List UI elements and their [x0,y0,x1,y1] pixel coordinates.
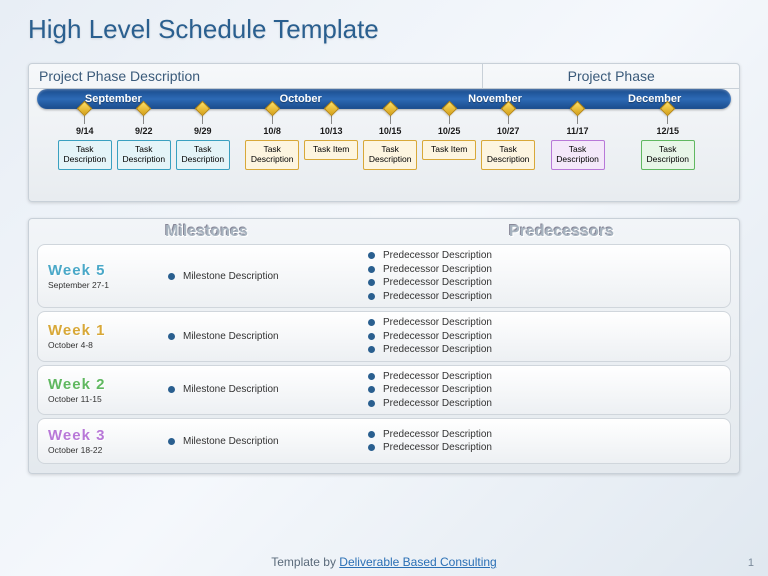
task-date: 10/25 [422,126,476,136]
week-label: Week 1October 4-8 [48,322,168,350]
predecessor-item: Predecessor Description [368,397,720,411]
task-date: 11/17 [551,126,605,136]
week-name: Week 5 [48,262,168,279]
milestone-item: Milestone Description [168,436,368,447]
tasks-row: 9/14 Task Description 9/22 Task Description… [37,109,731,191]
week-name: Week 3 [48,427,168,444]
predecessor-item: Predecessor Description [368,428,720,442]
section-headers: Milestones Predecessors [29,223,739,241]
month-label: October [190,89,412,109]
predecessor-item: Predecessor Description [368,316,720,330]
predecessors-list: Predecessor DescriptionPredecessor Descr… [368,428,720,455]
week-row: Week 3October 18-22Milestone Description… [37,418,731,464]
page-number: 1 [748,557,754,569]
week-dates: October 18-22 [48,445,168,455]
task-marker: 10/13 Task Item [304,109,358,160]
task-date: 10/15 [363,126,417,136]
task-date: 9/29 [176,126,230,136]
predecessors-list: Predecessor DescriptionPredecessor Descr… [368,370,720,411]
week-name: Week 1 [48,322,168,339]
month-label: December [578,89,731,109]
week-row: Week 1October 4-8Milestone DescriptionPr… [37,311,731,362]
task-date: 9/22 [117,126,171,136]
predecessor-item: Predecessor Description [368,249,720,263]
milestone-item: Milestone Description [168,271,368,282]
footer-link[interactable]: Deliverable Based Consulting [339,555,496,569]
predecessor-item: Predecessor Description [368,370,720,384]
footer: Template by Deliverable Based Consulting [0,555,768,569]
predecessor-item: Predecessor Description [368,383,720,397]
milestone-item: Milestone Description [168,331,368,342]
predecessor-item: Predecessor Description [368,263,720,277]
task-date: 10/8 [245,126,299,136]
task-date: 10/27 [481,126,535,136]
task-box: Task Description [551,140,605,170]
task-marker: 10/15 Task Description [363,109,417,170]
milestone-item: Milestone Description [168,384,368,395]
task-date: 9/14 [58,126,112,136]
timeline-panel: Project Phase Description Project Phase … [28,63,740,202]
week-row: Week 2October 11-15Milestone Description… [37,365,731,416]
footer-prefix: Template by [271,555,339,569]
task-box: Task Description [117,140,171,170]
task-box: Task Description [176,140,230,170]
week-label: Week 2October 11-15 [48,376,168,404]
task-marker: 12/15 Task Description [641,109,695,170]
task-box: Task Description [363,140,417,170]
week-name: Week 2 [48,376,168,393]
week-dates: October 11-15 [48,394,168,404]
task-box: Task Item [422,140,476,160]
task-box: Task Description [481,140,535,170]
task-marker: 9/29 Task Description [176,109,230,170]
task-box: Task Item [304,140,358,160]
phase-header: Project Phase Description Project Phase [29,64,739,89]
task-date: 10/13 [304,126,358,136]
task-marker: 9/22 Task Description [117,109,171,170]
predecessors-list: Predecessor DescriptionPredecessor Descr… [368,316,720,357]
task-box: Task Description [58,140,112,170]
predecessor-item: Predecessor Description [368,330,720,344]
milestones-header: Milestones [29,223,384,241]
phase-b: Project Phase [483,64,739,89]
page-title: High Level Schedule Template [0,0,768,45]
task-marker: 10/8 Task Description [245,109,299,170]
task-marker: 10/27 Task Description [481,109,535,170]
week-label: Week 5September 27-1 [48,262,168,290]
predecessors-list: Predecessor DescriptionPredecessor Descr… [368,249,720,303]
task-box: Task Description [641,140,695,170]
predecessor-item: Predecessor Description [368,290,720,304]
predecessor-item: Predecessor Description [368,441,720,455]
predecessor-item: Predecessor Description [368,276,720,290]
task-date: 12/15 [641,126,695,136]
month-label: September [37,89,190,109]
task-marker: 10/25 Task Item [422,109,476,160]
predecessors-header: Predecessors [384,223,739,241]
predecessor-item: Predecessor Description [368,343,720,357]
week-dates: September 27-1 [48,280,168,290]
week-label: Week 3October 18-22 [48,427,168,455]
week-row: Week 5September 27-1Milestone Descriptio… [37,244,731,308]
task-marker: 9/14 Task Description [58,109,112,170]
weeks-panel: Milestones Predecessors Week 5September … [28,218,740,474]
month-label: November [412,89,579,109]
week-dates: October 4-8 [48,340,168,350]
task-box: Task Description [245,140,299,170]
phase-a: Project Phase Description [29,64,483,89]
task-marker: 11/17 Task Description [551,109,605,170]
